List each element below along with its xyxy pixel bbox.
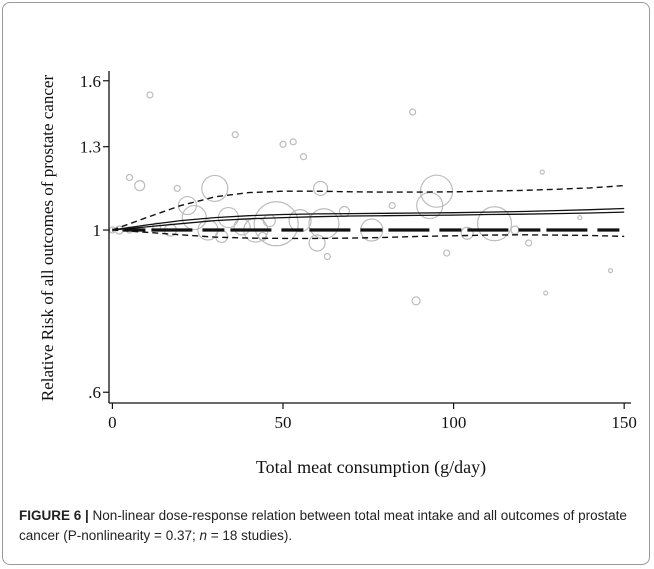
study-point xyxy=(214,229,229,244)
caption-text: Non-linear dose-response relation betwee… xyxy=(19,508,627,543)
estimate-line xyxy=(112,207,625,231)
confidence-bound-line xyxy=(112,184,625,231)
axes: .6 1 1.3 1.6 0 50 100 150 xyxy=(80,71,637,432)
study-point xyxy=(173,184,181,193)
study-point xyxy=(443,249,451,257)
figure-label: FIGURE 6 | xyxy=(19,508,89,523)
study-point xyxy=(577,214,583,221)
study-point xyxy=(308,234,326,252)
dose-response-chart: .6 1 1.3 1.6 0 50 100 150 Relative Risk of all … xyxy=(38,71,637,478)
confidence-bound-line xyxy=(112,229,625,240)
study-point xyxy=(125,173,134,182)
study-point xyxy=(288,209,312,233)
caption-n-symbol: n xyxy=(199,528,207,543)
study-point xyxy=(231,131,239,139)
study-point xyxy=(201,174,229,203)
study-point xyxy=(323,252,331,261)
x-tick-label: 0 xyxy=(108,413,117,432)
y-tick-label: 1.3 xyxy=(80,138,101,157)
study-point xyxy=(299,153,308,161)
study-point xyxy=(525,239,533,247)
study-point xyxy=(262,214,276,228)
y-tick-label: .6 xyxy=(88,383,101,402)
figure-caption: FIGURE 6 | Non-linear dose-response rela… xyxy=(19,506,647,546)
study-point xyxy=(543,290,549,296)
study-bubbles xyxy=(108,91,614,306)
study-point xyxy=(312,180,329,197)
y-tick-label: 1.6 xyxy=(80,72,101,91)
x-tick-label: 150 xyxy=(611,413,637,432)
y-tick-label: 1 xyxy=(93,221,102,240)
caption-text-end: = 18 studies). xyxy=(207,528,293,543)
x-tick-label: 100 xyxy=(441,413,467,432)
estimate-line xyxy=(112,211,625,231)
study-point xyxy=(279,140,287,148)
study-point xyxy=(476,206,513,242)
study-point xyxy=(146,91,154,99)
study-point xyxy=(338,205,351,218)
study-point xyxy=(409,108,417,116)
study-point xyxy=(539,169,545,175)
study-point xyxy=(460,226,474,240)
study-point xyxy=(607,268,614,274)
y-axis-label: Relative Risk of all outcomes of prostat… xyxy=(38,75,57,402)
study-point xyxy=(253,201,299,247)
study-point xyxy=(134,180,146,192)
study-point xyxy=(289,138,297,146)
x-axis-label: Total meat consumption (g/day) xyxy=(256,457,486,478)
study-point xyxy=(388,201,396,210)
curve-lines xyxy=(112,184,625,240)
x-tick-label: 50 xyxy=(275,413,292,432)
study-point xyxy=(411,296,421,306)
study-point xyxy=(181,204,207,231)
study-point xyxy=(510,225,520,235)
